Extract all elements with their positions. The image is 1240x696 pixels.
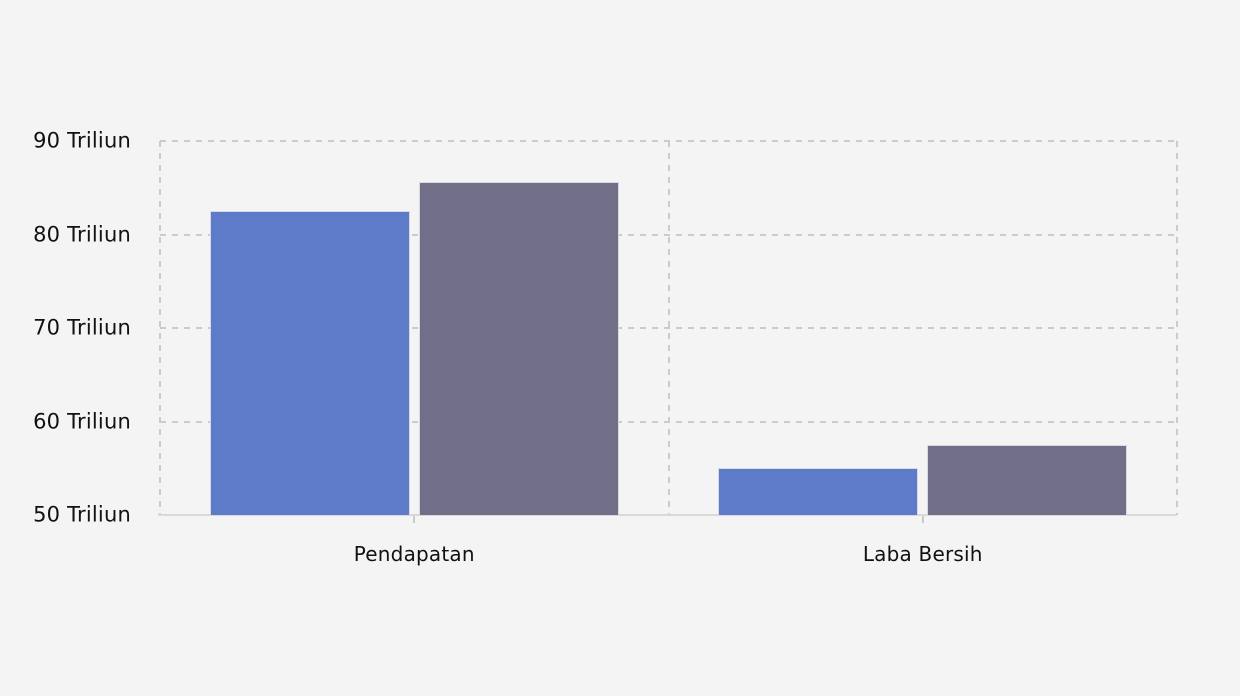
bar-series-2-category-2 [927,444,1128,515]
plot-boundary-line [1176,141,1178,515]
category-tick [921,516,924,523]
bar-series-1-category-1 [209,211,410,515]
y-tick-label: 50 Triliun [33,502,131,527]
plot-boundary-line [667,141,670,515]
y-tick-label: 70 Triliun [33,315,131,340]
bar-series-2-category-1 [418,182,619,515]
category-tick [413,516,416,523]
plot-boundary-line [159,141,161,515]
bar-series-1-category-2 [718,468,919,515]
category-label: Pendapatan [353,542,475,566]
y-tick-label: 60 Triliun [33,409,131,434]
y-tick-label: 90 Triliun [33,128,131,153]
x-axis-line [158,514,1177,516]
y-tick-label: 80 Triliun [33,222,131,247]
category-label: Laba Bersih [862,542,983,566]
